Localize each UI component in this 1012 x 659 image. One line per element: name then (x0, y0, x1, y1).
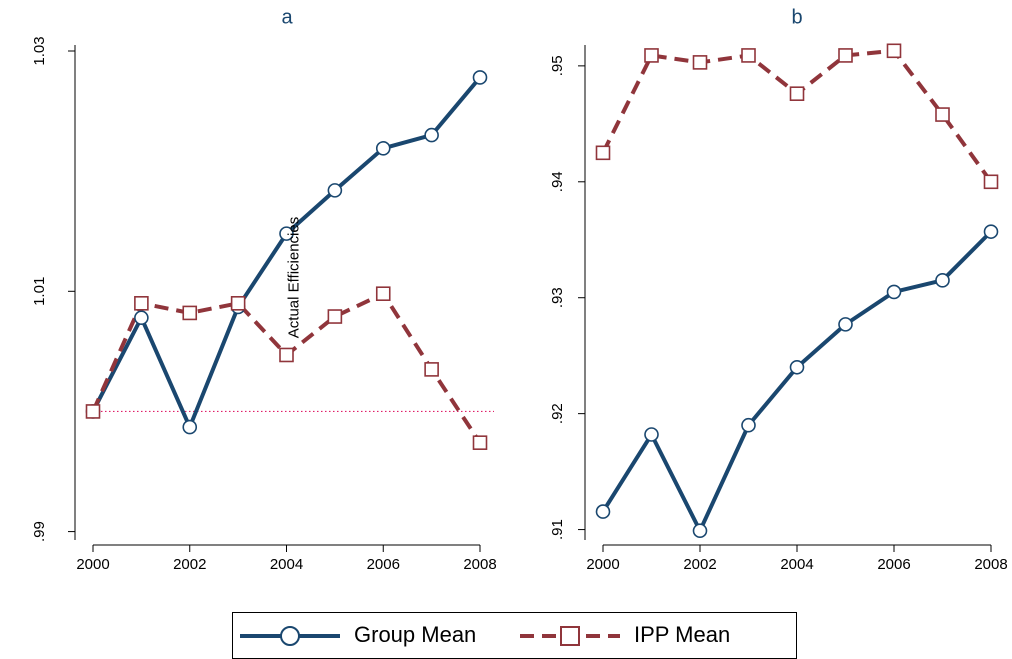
x-tick-label: 2002 (173, 556, 206, 573)
marker (182, 305, 198, 321)
marker (279, 347, 294, 363)
y-tick-label: .91 (549, 519, 566, 540)
marker (424, 362, 439, 377)
marker (838, 317, 853, 332)
legend-label: IPP Mean (634, 622, 730, 647)
marker (472, 70, 488, 85)
marker (838, 48, 853, 63)
marker (327, 183, 343, 198)
marker (595, 145, 611, 161)
marker (789, 359, 805, 375)
y-tick-label: .94 (549, 171, 566, 192)
legend-marker (280, 626, 300, 646)
x-tick-label: 2004 (780, 556, 813, 573)
series-line (601, 230, 993, 533)
y-tick-label: .93 (549, 287, 566, 308)
marker (935, 107, 950, 122)
marker (134, 296, 149, 311)
marker (983, 174, 999, 190)
marker (983, 224, 999, 239)
marker (886, 43, 902, 59)
marker (375, 141, 391, 156)
legend-marker (560, 626, 580, 646)
marker (935, 273, 950, 288)
marker (644, 427, 659, 442)
x-tick-label: 2000 (586, 556, 619, 573)
x-tick-label: 2000 (76, 556, 109, 573)
marker (692, 55, 708, 70)
marker (230, 296, 246, 311)
marker (182, 419, 198, 435)
marker (327, 309, 343, 324)
marker (134, 310, 149, 326)
marker (644, 48, 659, 63)
marker (424, 127, 439, 143)
series-line (601, 48, 993, 183)
y-axis-label: Actual Efficiencies (285, 217, 302, 338)
marker (741, 417, 756, 433)
marker (692, 523, 708, 539)
marker (279, 226, 294, 241)
y-tick-label: 1.03 (31, 36, 48, 65)
panel-title: b (791, 6, 802, 28)
panel-title: a (281, 6, 293, 28)
x-tick-label: 2006 (877, 556, 910, 573)
y-tick-label: .92 (549, 403, 566, 424)
y-tick-label: .99 (31, 521, 48, 542)
x-tick-label: 2004 (270, 556, 303, 573)
marker (375, 286, 391, 302)
marker (741, 48, 756, 63)
marker (85, 404, 101, 419)
marker (789, 86, 805, 101)
x-tick-label: 2002 (683, 556, 716, 573)
x-tick-label: 2008 (974, 556, 1007, 573)
marker (886, 284, 902, 300)
marker (595, 504, 611, 519)
legend-label: Group Mean (354, 622, 476, 647)
x-tick-label: 2008 (463, 556, 496, 573)
y-tick-label: 1.01 (31, 277, 48, 306)
marker (472, 435, 488, 450)
y-tick-label: .95 (549, 55, 566, 76)
x-tick-label: 2006 (367, 556, 400, 573)
